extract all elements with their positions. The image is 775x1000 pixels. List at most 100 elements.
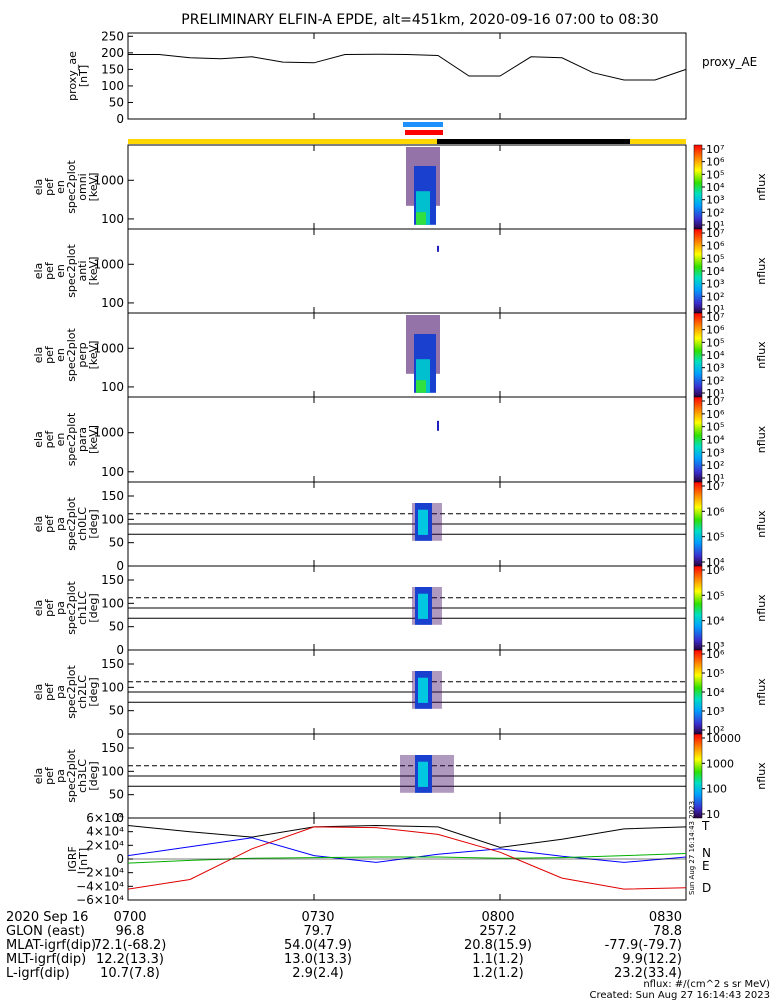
colorbar	[693, 481, 703, 567]
y-tick-label: 50	[109, 536, 124, 550]
fc-bar-blue	[403, 122, 443, 127]
colorbar-tick-label: 10⁷	[706, 311, 724, 324]
colorbar	[693, 649, 703, 735]
panel-0: proxy_ae[nT] 250 200 150 100 50 0 proxy_AE	[66, 29, 757, 126]
legend-entry: T	[701, 819, 710, 833]
y-tick-label: 0	[116, 852, 124, 866]
spectrogram-core	[418, 677, 428, 703]
figure-title: PRELIMINARY ELFIN-A EPDE, alt=451km, 202…	[181, 12, 658, 28]
y-axis-label: spec2plot	[65, 244, 78, 298]
y-axis-label: [deg]	[87, 761, 100, 790]
y-tick-label: −4×10⁴	[76, 879, 124, 893]
y-axis-label: spec2plot	[65, 497, 78, 551]
y-axis-label: anti	[76, 260, 89, 281]
y-tick-label: 6×10⁴	[86, 811, 124, 825]
colorbar	[693, 312, 703, 398]
y-axis-label: ch2LC	[76, 675, 89, 709]
footer-value: 78.8	[653, 924, 682, 939]
y-tick-label: 150	[101, 741, 124, 755]
colorbar-tick-label: 10²	[706, 459, 724, 472]
y-axis-label: pa	[54, 601, 67, 615]
colorbar-tick-label: 10³	[706, 194, 724, 207]
colorbar-tick-label: 10⁵	[706, 252, 724, 265]
colorbar-label: nflux	[755, 510, 768, 538]
y-axis-label: ela	[32, 263, 45, 280]
y-axis-label: [nT]	[77, 65, 90, 87]
y-axis-label: [keV]	[87, 425, 100, 454]
colorbar-tick-label: 10⁴	[706, 686, 725, 699]
y-tick-label: 0	[116, 643, 124, 657]
series-line	[128, 53, 687, 81]
y-axis-label: spec2plot	[65, 412, 78, 466]
colorbar-tick-label: 10⁷	[706, 143, 724, 156]
spectrogram-core	[418, 761, 428, 787]
y-axis-label: pef	[43, 766, 56, 785]
y-axis-label: ela	[32, 600, 45, 617]
colorbar-tick-label: 10²	[706, 724, 724, 737]
footer-mlat-label: MLAT-igrf(dip)	[6, 938, 96, 953]
series-line-D	[127, 826, 687, 890]
colorbar-tick-label: 10	[706, 808, 720, 821]
footer-value: 54.0(47.9)	[284, 938, 352, 953]
colorbar-tick-label: 10²	[706, 374, 724, 387]
colorbar-tick-label: 10⁵	[706, 667, 724, 680]
y-axis-label: pef	[43, 514, 56, 533]
y-tick-label: 200	[101, 46, 124, 60]
spectrogram-core	[416, 212, 426, 225]
y-axis-label: omni	[76, 173, 89, 200]
y-axis-label: spec2plot	[65, 749, 78, 803]
y-tick-label: 50	[109, 620, 124, 634]
panel-9: IGRF[nT]6×10⁴4×10⁴2×10⁴0−2×10⁴−4×10⁴−6×1…	[66, 811, 711, 907]
y-axis-label: ela	[32, 516, 45, 533]
footer-value: 0800	[481, 910, 514, 925]
series-line-N	[127, 837, 687, 863]
y-tick-label: 100	[101, 79, 124, 93]
y-axis-label: para	[76, 427, 89, 452]
y-axis-label: ela	[32, 347, 45, 364]
colorbar-label: nflux	[755, 257, 768, 285]
colorbar	[693, 733, 703, 819]
colorbar-tick-label: 10⁵	[706, 421, 724, 434]
colorbar-tick-label: 10⁷	[706, 480, 724, 493]
colorbar-tick-label: 10²	[706, 206, 724, 219]
y-axis-label: ela	[32, 768, 45, 785]
y-axis-label: pa	[54, 769, 67, 783]
colorbar	[693, 565, 703, 651]
y-tick-label: 50	[109, 704, 124, 718]
footer-value: 20.8(15.9)	[464, 938, 532, 953]
footer-value: 23.2(33.4)	[614, 966, 682, 981]
colorbar-tick-label: 10⁴	[706, 556, 725, 569]
y-tick-label: −6×10⁴	[76, 893, 124, 907]
legend-entry: D	[702, 881, 711, 895]
y-tick-label: 1000	[93, 173, 124, 187]
colorbar-tick-label: 10⁷	[706, 395, 724, 408]
y-tick-label: 4×10⁴	[86, 825, 124, 839]
y-axis-label: perp	[76, 342, 89, 367]
footer-value: 257.2	[479, 924, 516, 939]
y-axis-label: spec2plot	[65, 160, 78, 214]
footer-value: 9.9(12.2)	[622, 952, 682, 967]
footer-value: 0700	[113, 910, 146, 925]
footer-glon-label: GLON (east)	[6, 924, 85, 939]
legend-entry: proxy_AE	[702, 55, 757, 69]
y-axis-label: ch3LC	[76, 759, 89, 793]
y-axis-label: proxy_ae	[66, 51, 79, 101]
colorbar-tick-label: 10⁶	[706, 564, 725, 577]
y-tick-label: 100	[101, 212, 124, 226]
y-axis-label: ch0LC	[76, 507, 89, 541]
colorbar-label: nflux	[755, 341, 768, 369]
colorbar-tick-label: 100	[706, 783, 727, 796]
footer-value: 13.0(13.3)	[284, 952, 352, 967]
status-bar-black	[437, 139, 630, 144]
colorbar-tick-label: 10¹	[706, 219, 724, 232]
y-tick-label: 150	[101, 657, 124, 671]
y-tick-label: 100	[101, 680, 124, 694]
status-bar-yellow	[128, 139, 686, 144]
y-axis-label: ela	[32, 179, 45, 196]
footer-value: 10.7(7.8)	[100, 966, 160, 981]
y-axis-label: spec2plot	[65, 581, 78, 635]
y-tick-label: 0	[116, 727, 124, 741]
panel-frame	[127, 228, 687, 314]
